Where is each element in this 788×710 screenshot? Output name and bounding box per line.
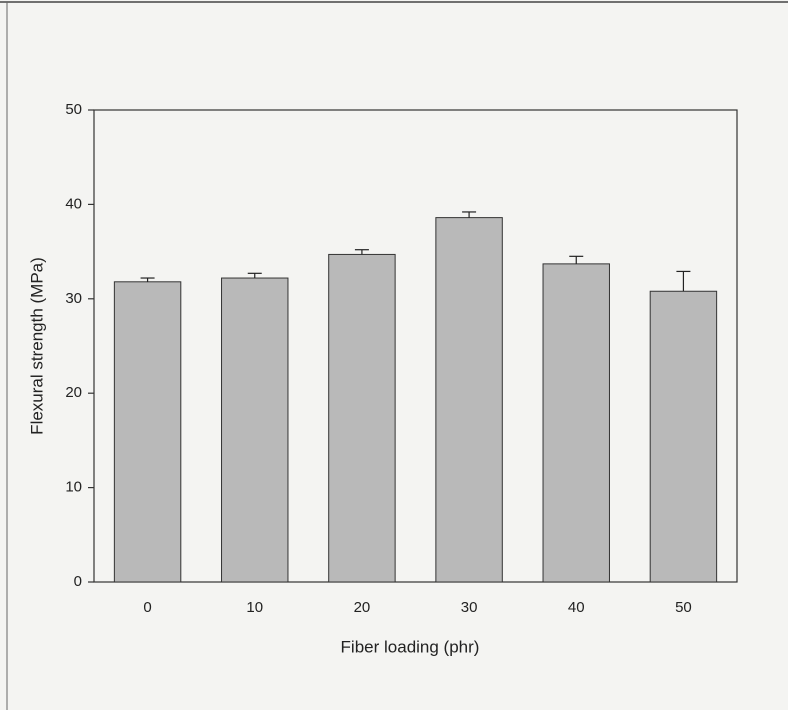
y-tick-label: 30 (65, 290, 82, 307)
y-tick-label: 0 (74, 573, 82, 590)
x-tick-label: 40 (568, 599, 585, 616)
x-tick-label: 50 (675, 599, 692, 616)
x-tick-label: 30 (461, 599, 478, 616)
bar (435, 217, 503, 583)
bar (221, 277, 289, 583)
bar (328, 253, 396, 583)
bar (542, 263, 610, 583)
bar (113, 281, 182, 583)
x-axis-label: Fiber loading (phr) (341, 637, 480, 656)
y-tick-label: 50 (65, 101, 82, 118)
x-tick-label: 0 (143, 599, 151, 616)
plot-frame (93, 109, 738, 583)
bar (649, 290, 718, 583)
y-tick-label: 10 (65, 479, 82, 496)
y-axis-label: Flexural strength (MPa) (27, 257, 46, 435)
x-tick-label: 20 (354, 599, 371, 616)
y-tick-label: 40 (65, 195, 82, 212)
x-tick-label: 10 (246, 599, 263, 616)
y-tick-label: 20 (65, 384, 82, 401)
